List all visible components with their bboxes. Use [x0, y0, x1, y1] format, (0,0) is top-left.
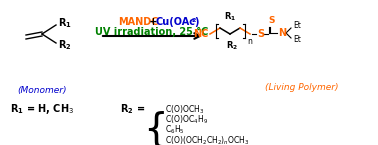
Text: (Living Polymer): (Living Polymer) — [265, 84, 339, 93]
Text: C(O)OCH$_3$: C(O)OCH$_3$ — [165, 103, 204, 116]
Text: $\mathbf{R_2}$: $\mathbf{R_2}$ — [58, 38, 71, 52]
Text: +: + — [146, 17, 158, 27]
Text: 2: 2 — [191, 18, 195, 23]
Text: MANDC: MANDC — [118, 17, 158, 27]
Text: n: n — [247, 37, 252, 46]
Text: UV irradiation, 25 °C: UV irradiation, 25 °C — [95, 27, 209, 37]
Text: C(O)(OCH$_2$CH$_2$)$_n$OCH$_3$: C(O)(OCH$_2$CH$_2$)$_n$OCH$_3$ — [165, 135, 250, 145]
Text: $\mathbf{R_1}$ = H, CH$_3$: $\mathbf{R_1}$ = H, CH$_3$ — [10, 102, 74, 116]
Text: (Monomer): (Monomer) — [17, 86, 67, 95]
Text: $\mathbf{R_1}$: $\mathbf{R_1}$ — [224, 10, 236, 23]
Text: Et: Et — [293, 21, 301, 30]
Text: {: { — [143, 110, 167, 145]
Text: S: S — [268, 16, 274, 25]
Text: S: S — [257, 29, 264, 39]
Text: $\mathbf{R_2}$ =: $\mathbf{R_2}$ = — [120, 102, 145, 116]
Text: Cu(OAc): Cu(OAc) — [155, 17, 200, 27]
Text: NC: NC — [193, 29, 208, 39]
Text: Et: Et — [293, 35, 301, 44]
Text: N: N — [278, 28, 286, 38]
Text: $\mathbf{R_2}$: $\mathbf{R_2}$ — [226, 39, 238, 51]
Text: C(O)OC$_4$H$_9$: C(O)OC$_4$H$_9$ — [165, 114, 208, 126]
Text: $\mathbf{R_1}$: $\mathbf{R_1}$ — [58, 16, 72, 30]
Text: C$_6$H$_5$: C$_6$H$_5$ — [165, 124, 185, 136]
